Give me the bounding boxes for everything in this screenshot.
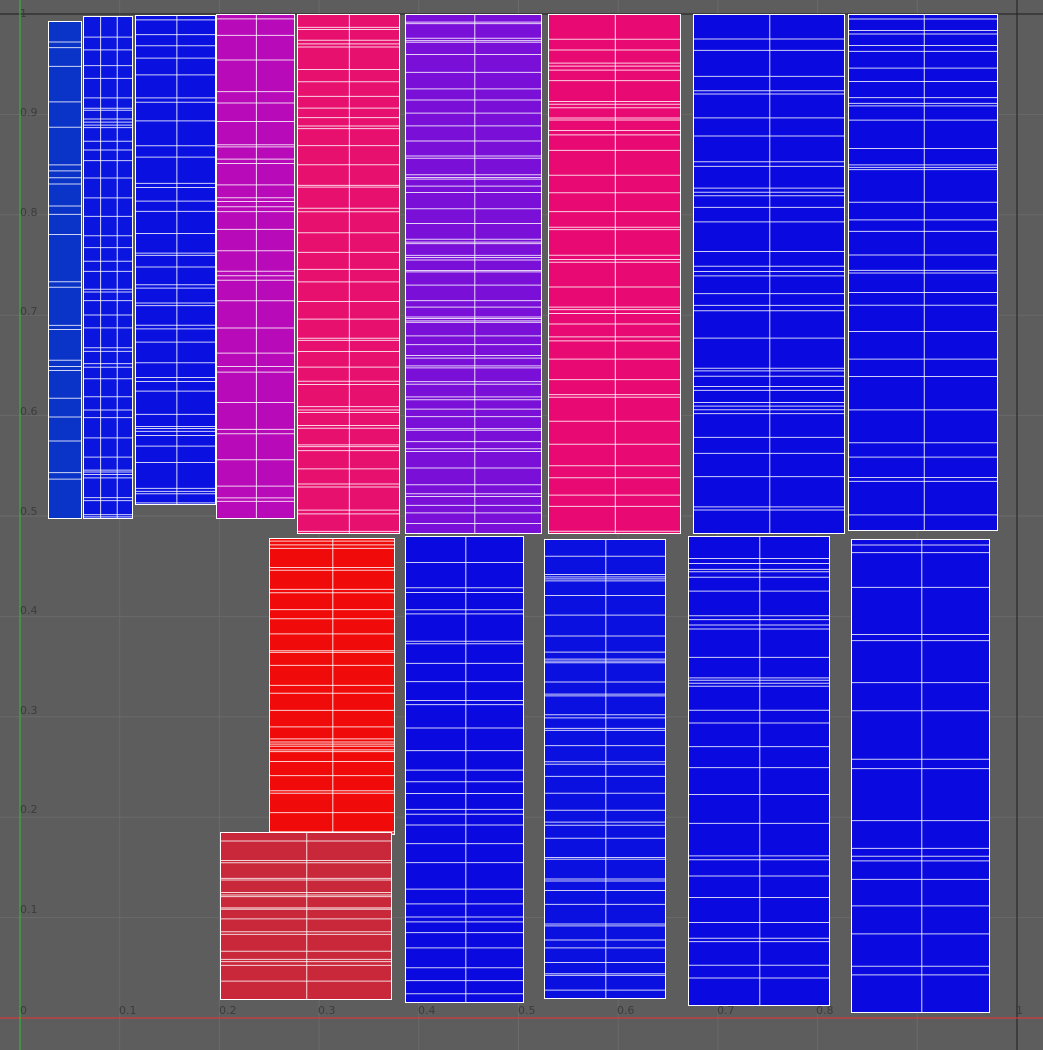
u-tick-label: 1 [1016,1004,1023,1017]
v-tick-label: 0.4 [20,604,38,617]
uv-island-wireframe [688,537,829,1005]
uv-island-column-7[interactable] [548,14,681,535]
uv-island-red-strip[interactable] [269,538,395,836]
uv-island-column-2[interactable] [82,16,133,519]
v-tick-label: 0.9 [20,106,38,119]
uv-island-lower-column-4[interactable] [850,539,991,1013]
uv-island-wireframe [405,15,542,534]
uv-island-wireframe [135,16,216,504]
uv-island-wireframe [83,17,132,518]
u-tick-label: 0 [20,1004,27,1017]
v-tick-label: 0.3 [20,704,38,717]
v-tick-label: 0.7 [20,305,38,318]
uv-island-wireframe [848,15,998,531]
uv-island-column-6[interactable] [404,14,543,535]
uv-island-lower-column-3[interactable] [687,536,830,1006]
uv-island-wireframe [221,833,391,999]
uv-island-wireframe [405,537,524,1002]
v-tick-label: 1 [20,7,27,20]
u-tick-label: 0.2 [219,1004,237,1017]
v-tick-label: 0.5 [20,505,38,518]
uv-island-wireframe [545,540,666,998]
uv-island-wireframe [851,540,990,1012]
v-tick-label: 0.8 [20,206,38,219]
u-tick-label: 0.8 [816,1004,834,1017]
uv-island-wireframe [217,15,295,518]
uv-island-column-4[interactable] [216,14,296,519]
u-tick-label: 0.4 [418,1004,436,1017]
uv-island-lower-column-2[interactable] [544,539,667,999]
uv-island-wireframe [549,15,681,534]
uv-island-column-1[interactable] [47,21,82,519]
uv-island-column-5[interactable] [297,14,400,535]
u-tick-label: 0.5 [518,1004,536,1017]
uv-island-lower-column-1[interactable] [404,536,525,1003]
v-tick-label: 0.1 [20,903,38,916]
u-tick-label: 0.6 [617,1004,635,1017]
u-tick-label: 0.3 [318,1004,336,1017]
uv-island-wireframe [270,539,394,835]
uv-island-wireframe [48,41,81,480]
uv-island-wireframe [298,15,399,534]
v-tick-label: 0.6 [20,405,38,418]
u-tick-label: 0.7 [717,1004,735,1017]
uv-island-column-9[interactable] [847,14,999,532]
uv-island-column-3[interactable] [134,15,217,505]
uv-island-dark-red-block[interactable] [220,832,392,1000]
uv-island-wireframe [693,15,844,534]
u-tick-label: 0.1 [119,1004,137,1017]
v-tick-label: 0.2 [20,803,38,816]
uv-island-column-8[interactable] [692,14,845,535]
